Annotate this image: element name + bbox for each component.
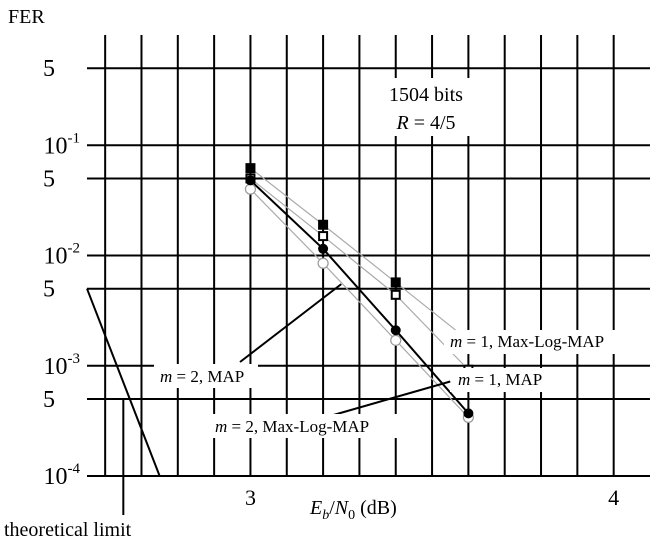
data-point-m2_map [390,334,402,346]
theoretical-limit-line [86,288,161,477]
series-label-m1_map: m = 1, MAP [458,370,542,389]
y-tick-label: 5 [43,166,55,192]
annotation-bg [372,78,480,136]
x-axis-label-sub-0: 0 [348,508,355,523]
x-tick-label: 4 [608,485,619,510]
series-label-m2_maxlog: m = 2, Max-Log-MAP [215,417,369,436]
series-line-m2_map [250,188,469,418]
data-point-m2_map [244,183,257,195]
x-tick-label: 3 [245,485,256,510]
annotation-rate-value: = 4/5 [409,112,456,134]
data-point-m1_maxlog [245,163,256,174]
data-point-m2_maxlog [245,175,256,186]
annotation-rate-symbol: R [395,112,408,134]
grid [87,35,650,477]
data-point-m2_map [317,257,329,269]
series-line-m1_maxlog [250,167,469,341]
y-tick-label: 10-2 [44,241,81,270]
series-label-text: = 1, MAP [470,370,542,389]
series-label-m: m [215,417,227,436]
series-label-m2_map: m = 2, MAP [160,367,244,386]
y-tick-exponent: -2 [68,241,81,257]
y-tick-label: 10-3 [44,351,81,380]
data-point-m2_maxlog [463,408,474,419]
data-point-m1_map [390,289,401,300]
series-label-text: = 1, Max-Log-MAP [462,332,604,351]
series-line-m2_maxlog [249,179,470,415]
series-label-bg-m2_map [154,364,258,388]
x-axis-label-e: E [309,497,322,519]
series-label-m: m [450,332,462,351]
x-axis-label-n: N [334,497,350,519]
data-point-m2_maxlog [318,243,329,254]
x-axis-label: Eb/N0 (dB) [309,497,397,523]
annotation-box: 1504 bits R = 4/5 [372,78,480,136]
series-label-text: = 2, Max-Log-MAP [227,417,369,436]
y-tick-label: 10-1 [44,130,81,159]
y-tick-exponent: -1 [68,130,81,146]
y-tick-label: 5 [43,277,55,303]
data-point-m2_maxlog [390,325,401,336]
y-tick-exponent: -4 [68,461,81,477]
annotation-rate: R = 4/5 [395,112,455,134]
y-tick-exponent: -3 [68,351,81,367]
series-leader-m2_map [239,283,342,363]
series-line-m1_map [250,177,469,371]
x-axis-label-slash: / [329,497,335,519]
x-axis-label-unit: (dB) [355,497,397,519]
y-tick-base: 10 [44,133,68,159]
y-tick-base: 10 [44,244,68,270]
data-point-m1_map [318,231,329,242]
theoretical-limit-layer: theoretical limit [4,288,161,541]
series-label-text: = 2, MAP [172,367,244,386]
series-leader-m2_maxlog [315,380,451,421]
series-label-m1_maxlog: m = 1, Max-Log-MAP [450,332,604,351]
series-label-m: m [458,370,470,389]
series-label-m: m [160,367,172,386]
x-axis-label-sub-b: b [322,508,329,523]
data-point-m1_maxlog [390,277,401,288]
y-tick-label: 5 [43,56,55,82]
y-tick-base: 10 [44,464,68,490]
annotation-bits: 1504 bits [389,84,463,106]
y-tick-label: 10-4 [44,461,81,490]
y-tick-label: 5 [43,387,55,413]
series-label-bg-m2_maxlog [208,414,408,438]
data-point-m1_maxlog [318,219,329,230]
series-label-bg-m1_maxlog [444,330,654,354]
y-tick-base: 10 [44,354,68,380]
series-label-bg-m1_map [450,368,570,392]
y-axis-label: FER [8,6,45,28]
theoretical-limit-label: theoretical limit [4,519,132,541]
